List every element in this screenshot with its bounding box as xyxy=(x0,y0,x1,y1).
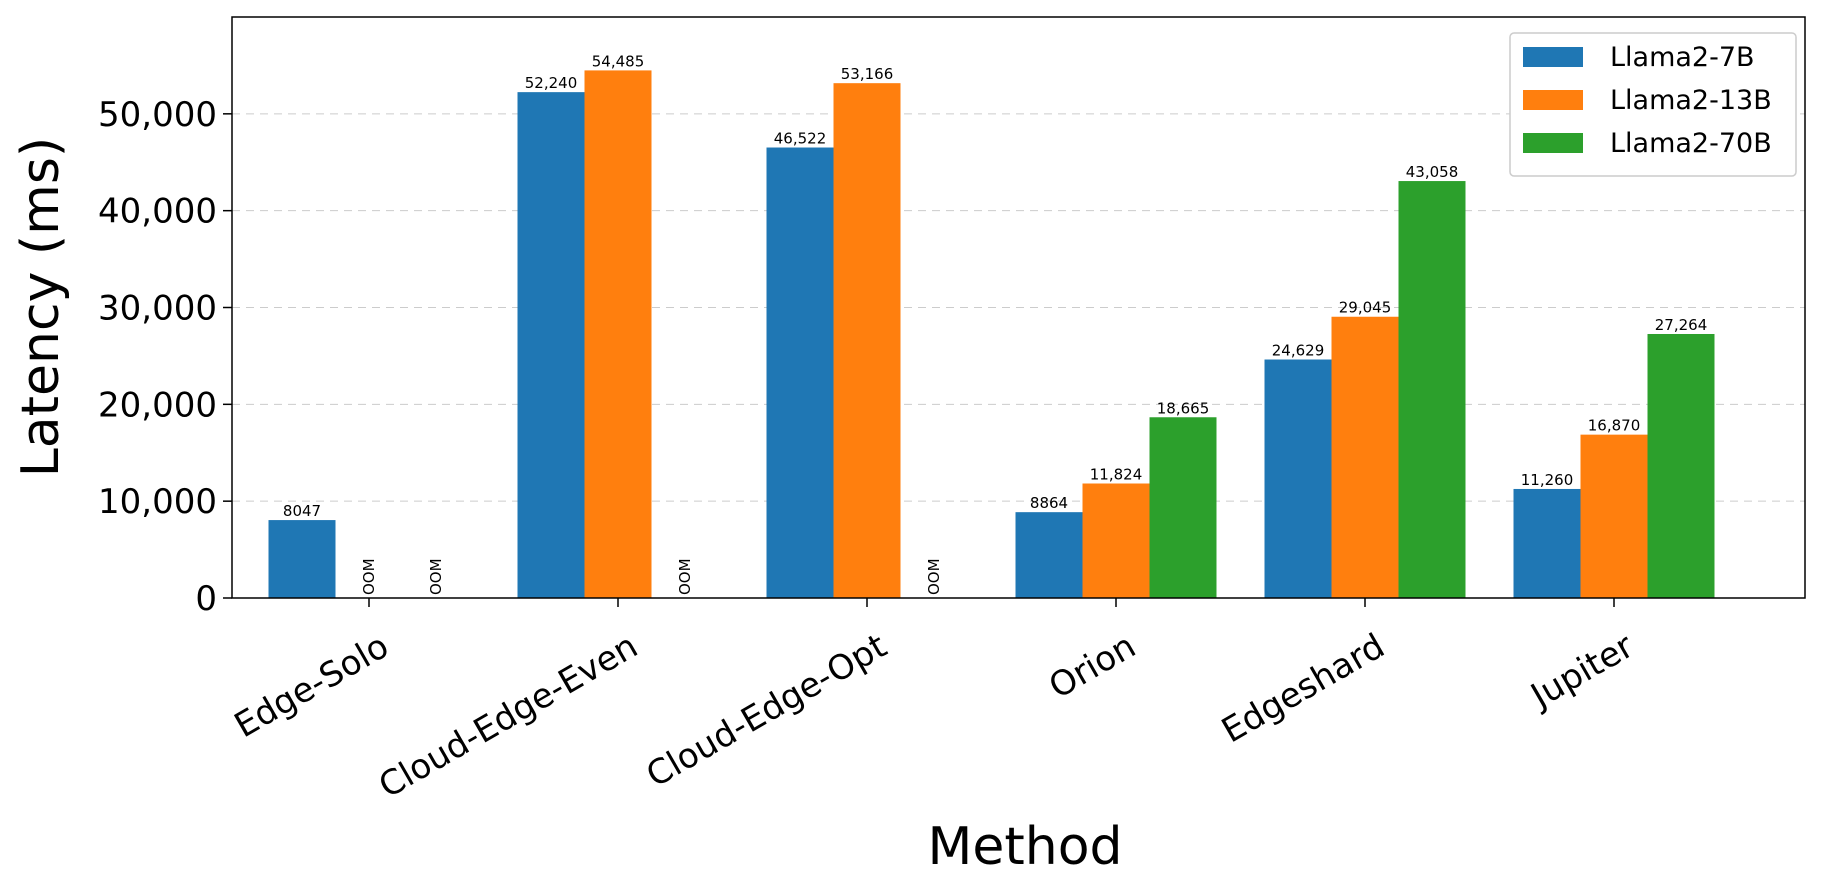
y-tick-label: 50,000 xyxy=(98,95,217,135)
x-tick-label: Cloud-Edge-Even xyxy=(372,626,644,806)
y-tick-label: 10,000 xyxy=(98,482,217,522)
bar-value-label: 11,260 xyxy=(1521,471,1574,489)
bar xyxy=(1647,333,1715,598)
bar-value-label: 52,240 xyxy=(525,74,578,92)
bar-value-label: 8047 xyxy=(283,502,321,520)
bar xyxy=(1513,488,1581,598)
bar-value-label: 43,058 xyxy=(1406,163,1459,181)
x-tick-label: Cloud-Edge-Opt xyxy=(640,626,894,796)
y-tick-label: 20,000 xyxy=(98,385,217,425)
bar-value-label: 16,870 xyxy=(1588,417,1641,435)
y-tick-label: 30,000 xyxy=(98,289,217,329)
bar xyxy=(1331,316,1399,598)
bar-value-label: 53,166 xyxy=(841,65,894,83)
bar-value-label: 18,665 xyxy=(1157,399,1210,417)
x-tick-label: Orion xyxy=(1042,626,1142,707)
bar-labels-layer: 8047 OOM OOM 52,240 54,485 OOM 46,522 53,166 OOM… xyxy=(283,52,1707,595)
legend: Llama2-7B Llama2-13B Llama2-70B xyxy=(1509,32,1797,177)
bar-value-label: 27,264 xyxy=(1655,316,1708,334)
y-tick-label: 0 xyxy=(195,579,217,619)
bar xyxy=(584,70,652,599)
legend-swatch xyxy=(1523,90,1583,110)
oom-label: OOM xyxy=(360,558,378,595)
bar-value-label: 46,522 xyxy=(774,130,827,148)
bar-value-label: 8864 xyxy=(1030,494,1068,512)
x-tick-label: Edgeshard xyxy=(1215,626,1391,751)
bars-layer xyxy=(268,70,1715,599)
legend-entry: Llama2-70B xyxy=(1610,128,1772,159)
bar xyxy=(268,520,336,598)
x-tick-label: Edge-Solo xyxy=(228,626,396,746)
x-tick-label: Jupiter xyxy=(1523,626,1641,717)
bar xyxy=(1015,512,1083,598)
bar xyxy=(1580,434,1648,598)
bar xyxy=(1149,417,1217,598)
oom-label: OOM xyxy=(427,558,445,595)
bar-value-label: 11,824 xyxy=(1090,466,1143,484)
x-axis-title: Method xyxy=(927,817,1122,877)
bar-value-label: 54,485 xyxy=(592,52,645,70)
bar xyxy=(1082,483,1150,598)
bar xyxy=(1398,181,1466,598)
bar xyxy=(766,147,834,598)
legend-entry: Llama2-7B xyxy=(1610,42,1755,73)
legend-entry: Llama2-13B xyxy=(1610,85,1772,116)
oom-label: OOM xyxy=(676,558,694,595)
y-tick-label: 40,000 xyxy=(98,192,217,232)
grid-layer xyxy=(232,113,1805,502)
legend-swatch xyxy=(1523,47,1583,67)
bar xyxy=(517,92,585,598)
y-axis: 0 10,000 20,000 30,000 40,000 50,000 xyxy=(98,95,232,619)
bar xyxy=(1264,359,1332,598)
bar xyxy=(833,83,901,598)
oom-label: OOM xyxy=(925,558,943,595)
legend-swatch xyxy=(1523,133,1583,153)
y-axis-title: Latency (ms) xyxy=(11,137,71,477)
bar-value-label: 24,629 xyxy=(1272,342,1325,360)
bar-value-label: 29,045 xyxy=(1339,299,1392,317)
